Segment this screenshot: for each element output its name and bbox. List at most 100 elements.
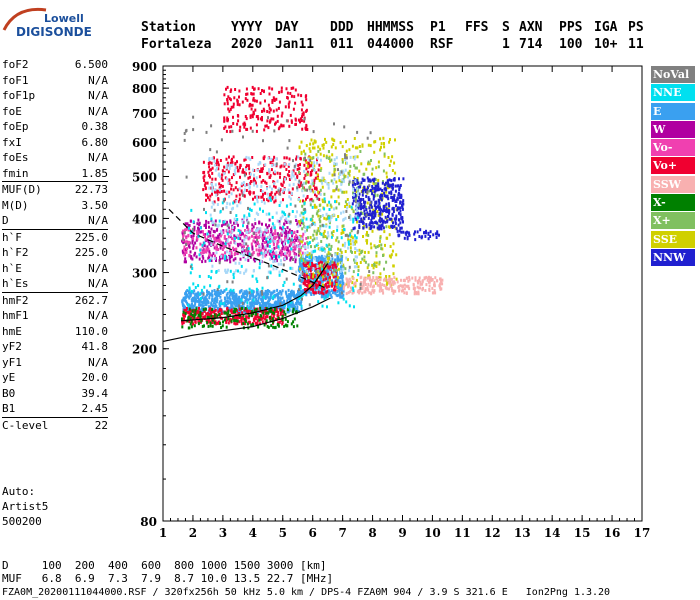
echo-point xyxy=(357,181,360,185)
echo-point xyxy=(342,210,345,214)
echo-point xyxy=(183,248,185,252)
echo-point xyxy=(370,292,373,296)
echo-point xyxy=(217,285,220,289)
echo-point xyxy=(242,254,245,257)
echo-point xyxy=(228,190,231,194)
echo-point xyxy=(379,276,382,280)
echo-point xyxy=(353,258,355,262)
echo-point xyxy=(274,163,277,167)
echo-point xyxy=(235,181,238,185)
echo-point xyxy=(392,206,395,210)
echo-point xyxy=(326,216,329,220)
echo-point xyxy=(271,233,274,237)
echo-point xyxy=(287,164,290,168)
echo-point xyxy=(226,116,229,120)
echo-point xyxy=(371,229,374,233)
echo-point xyxy=(384,243,386,247)
echo-point xyxy=(182,233,185,237)
echo-point xyxy=(308,186,311,190)
echo-point xyxy=(305,144,308,148)
echo-point xyxy=(289,230,292,234)
echo-point xyxy=(322,287,325,291)
echo-point xyxy=(261,109,263,113)
echo-point xyxy=(341,158,344,161)
echo-point xyxy=(250,323,253,327)
echo-point xyxy=(209,253,212,257)
echo-point xyxy=(339,188,342,192)
echo-point xyxy=(255,244,257,248)
echo-point xyxy=(183,132,186,135)
echo-point xyxy=(376,184,379,188)
echo-point xyxy=(343,125,346,129)
echo-point xyxy=(266,198,269,201)
echo-point xyxy=(252,305,255,308)
echo-point xyxy=(307,278,310,282)
echo-point xyxy=(225,205,228,209)
echo-point xyxy=(202,308,205,312)
echo-point xyxy=(327,260,330,264)
echo-point xyxy=(226,224,229,228)
echo-point xyxy=(351,286,354,290)
echo-point xyxy=(347,240,350,244)
echo-point xyxy=(260,184,263,188)
echo-point xyxy=(315,272,318,276)
echo-point xyxy=(359,261,362,264)
echo-point xyxy=(275,309,277,313)
echo-point xyxy=(358,169,361,173)
echo-point xyxy=(329,270,332,274)
echo-point xyxy=(367,162,369,166)
echo-point xyxy=(191,241,194,245)
echo-point xyxy=(264,99,266,103)
echo-point xyxy=(276,310,279,314)
echo-point xyxy=(373,289,376,293)
echo-point xyxy=(280,310,283,314)
echo-point xyxy=(243,319,246,323)
echo-point xyxy=(255,248,258,252)
echo-point xyxy=(387,184,390,187)
echo-point xyxy=(397,285,400,288)
echo-point xyxy=(229,306,232,310)
echo-point xyxy=(247,176,250,180)
echo-point xyxy=(375,251,378,255)
echo-point xyxy=(270,291,273,295)
echo-point xyxy=(383,267,385,271)
echo-point xyxy=(362,283,365,287)
echo-point xyxy=(292,239,295,243)
echo-point xyxy=(299,290,302,294)
echo-point xyxy=(213,321,216,325)
echo-point xyxy=(203,324,205,328)
echo-point xyxy=(379,220,382,224)
echo-point xyxy=(379,196,382,200)
echo-point xyxy=(288,212,291,216)
echo-point xyxy=(195,255,198,259)
echo-point xyxy=(197,313,200,317)
echo-point xyxy=(219,307,222,311)
echo-point xyxy=(380,145,382,149)
echo-point xyxy=(229,233,232,237)
echo-point xyxy=(227,95,230,99)
echo-point xyxy=(340,254,343,258)
echo-point xyxy=(402,279,405,282)
echo-point xyxy=(356,177,359,181)
echo-point xyxy=(257,87,260,91)
echo-point xyxy=(280,86,283,90)
echo-point xyxy=(379,148,382,152)
echo-point xyxy=(328,208,331,211)
echo-point xyxy=(188,226,190,230)
echo-point xyxy=(372,208,375,212)
echo-point xyxy=(324,271,327,275)
param-row: C-level 22 xyxy=(2,416,108,434)
echo-point xyxy=(286,91,289,95)
echo-point xyxy=(305,236,308,240)
x-tick-label: 8 xyxy=(368,526,376,540)
echo-point xyxy=(205,302,208,306)
echo-point xyxy=(252,225,255,229)
echo-point xyxy=(210,161,213,165)
echo-point xyxy=(269,108,272,112)
echo-point xyxy=(382,136,385,140)
echo-point xyxy=(210,292,213,296)
echo-point xyxy=(326,305,328,309)
echo-point xyxy=(243,121,246,125)
echo-point xyxy=(189,293,192,296)
echo-point xyxy=(364,289,367,293)
